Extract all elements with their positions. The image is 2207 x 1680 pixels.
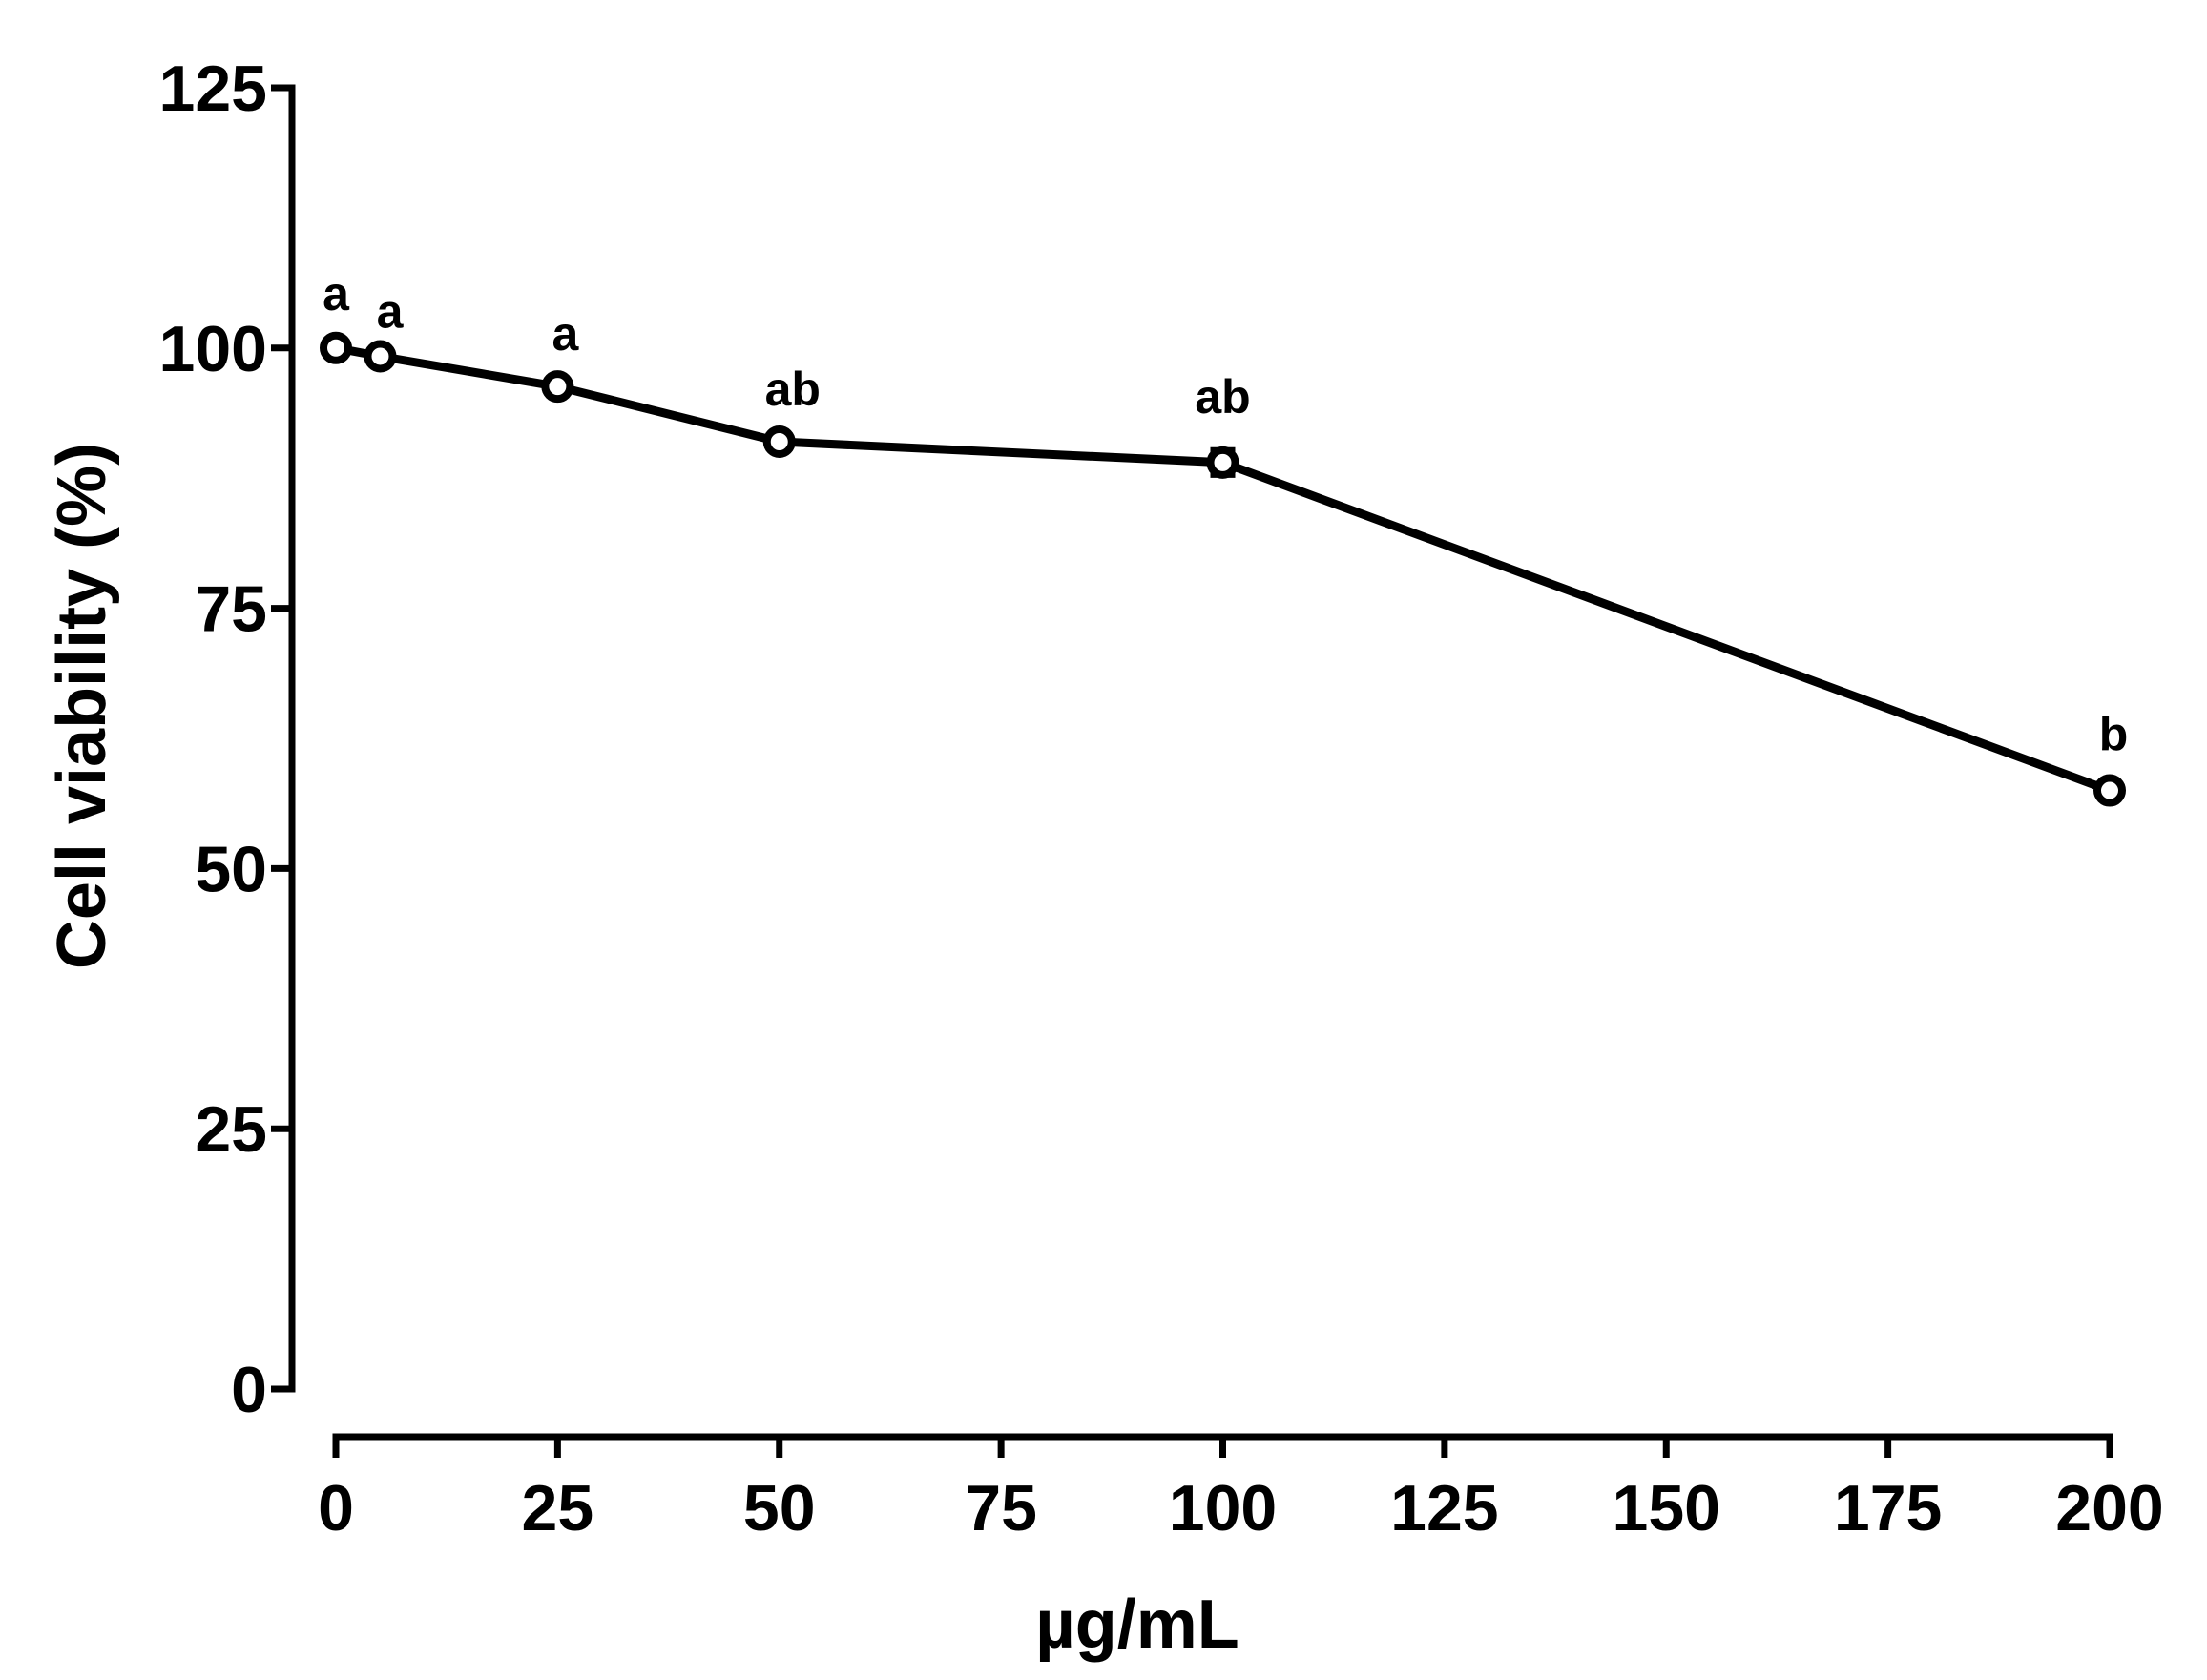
significance-label: ab bbox=[765, 363, 821, 416]
y-tick-label: 125 bbox=[159, 52, 267, 125]
x-tick-label: 175 bbox=[1834, 1472, 1942, 1545]
y-axis: 0 25 50 75 100 125 bbox=[159, 52, 296, 1426]
y-tick-label: 75 bbox=[195, 573, 267, 646]
significance-label: a bbox=[323, 267, 350, 321]
x-tick-label: 150 bbox=[1613, 1472, 1720, 1545]
x-tick-label: 100 bbox=[1169, 1472, 1277, 1545]
y-tick-label: 25 bbox=[195, 1093, 267, 1166]
x-axis-title: µg/mL bbox=[1035, 1587, 1239, 1663]
data-point bbox=[364, 340, 397, 373]
x-tick-label: 200 bbox=[2055, 1472, 2163, 1545]
x-axis: 0 25 50 75 100 125 150 175 200 bbox=[318, 1433, 2164, 1545]
data-point bbox=[541, 370, 574, 404]
x-tick-label: 75 bbox=[965, 1472, 1037, 1545]
x-tick-label: 125 bbox=[1390, 1472, 1498, 1545]
data-point bbox=[762, 425, 796, 459]
significance-label: a bbox=[377, 285, 405, 339]
x-tick-label: 0 bbox=[318, 1472, 354, 1545]
significance-label: a bbox=[552, 307, 579, 361]
y-axis-title: Cell viability (%) bbox=[44, 443, 120, 969]
data-point bbox=[1206, 446, 1239, 479]
significance-label: ab bbox=[1195, 370, 1250, 424]
significance-label: b bbox=[2099, 708, 2129, 761]
y-tick-label: 50 bbox=[195, 833, 267, 905]
x-tick-label: 50 bbox=[743, 1472, 816, 1545]
y-tick-label: 0 bbox=[231, 1354, 267, 1426]
plot-area: a a aab abb bbox=[320, 267, 2129, 807]
data-point bbox=[320, 331, 352, 364]
y-tick-label: 100 bbox=[159, 313, 267, 385]
x-tick-label: 25 bbox=[522, 1472, 594, 1545]
data-point bbox=[2093, 774, 2126, 807]
